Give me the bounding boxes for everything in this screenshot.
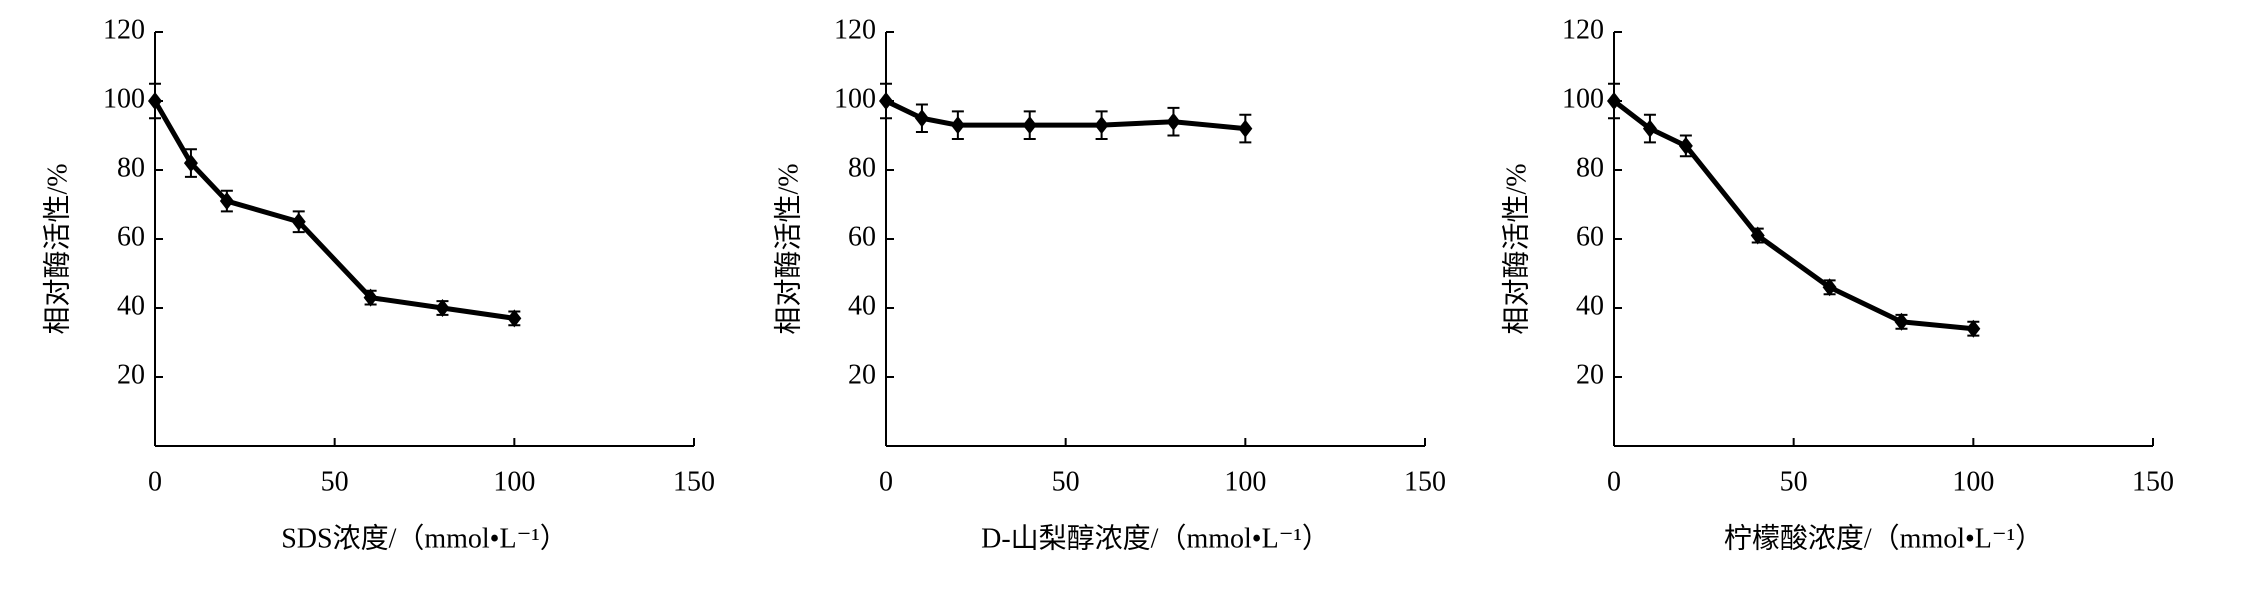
- marker: [879, 92, 893, 110]
- marker: [183, 154, 198, 173]
- marker: [1894, 312, 1909, 331]
- marker: [1238, 119, 1253, 138]
- y-tick-label: 80: [117, 152, 145, 183]
- x-tick-label: 0: [879, 466, 893, 497]
- marker: [219, 192, 234, 211]
- x-axis-label: SDS浓度/（mmol•L⁻¹）: [281, 522, 568, 554]
- y-tick-label: 40: [117, 290, 145, 321]
- y-tick-label: 120: [1562, 14, 1604, 45]
- marker: [1166, 112, 1181, 131]
- line: [1612, 99, 1974, 332]
- x-tick-label: 100: [493, 466, 535, 497]
- line: [152, 99, 515, 321]
- marker: [1022, 116, 1037, 135]
- marker: [507, 309, 522, 328]
- y-axis-label: 相对酶活性/%: [41, 163, 73, 334]
- marker: [950, 116, 965, 135]
- marker: [435, 299, 450, 317]
- y-tick-label: 20: [848, 359, 876, 390]
- marker: [291, 212, 306, 231]
- marker: [1822, 278, 1837, 297]
- x-tick-label: 50: [1780, 466, 1808, 497]
- y-tick-label: 100: [834, 83, 876, 114]
- y-tick-label: 120: [103, 14, 145, 45]
- x-axis-label: 柠檬酸浓度/（mmol•L⁻¹）: [1724, 522, 2043, 554]
- marker: [1966, 319, 1981, 338]
- y-tick-label: 80: [1576, 152, 1604, 183]
- y-axis-label: 相对酶活性/%: [1500, 163, 1532, 334]
- x-tick-label: 100: [1952, 466, 1994, 497]
- marker: [1678, 136, 1693, 155]
- y-tick-label: 60: [117, 221, 145, 252]
- x-tick-label: 150: [2132, 466, 2174, 497]
- y-tick-label: 80: [848, 152, 876, 183]
- marker: [148, 92, 162, 110]
- marker: [1094, 116, 1109, 135]
- x-axis-label: D-山梨醇浓度/（mmol•L⁻¹）: [981, 522, 1330, 554]
- y-tick-label: 100: [1562, 83, 1604, 114]
- x-tick-label: 50: [1052, 466, 1080, 497]
- y-axis-label: 相对酶活性/%: [772, 163, 804, 334]
- y-tick-label: 40: [1576, 290, 1604, 321]
- x-tick-label: 50: [321, 466, 349, 497]
- line: [884, 98, 1246, 132]
- marker: [1607, 92, 1621, 110]
- x-tick-label: 100: [1224, 466, 1266, 497]
- y-tick-label: 100: [103, 83, 145, 114]
- marker: [1642, 119, 1657, 138]
- marker: [914, 109, 929, 128]
- x-tick-label: 150: [673, 466, 715, 497]
- marker: [1750, 226, 1765, 245]
- x-tick-label: 150: [1404, 466, 1446, 497]
- y-tick-label: 120: [834, 14, 876, 45]
- x-tick-label: 0: [148, 466, 162, 497]
- y-tick-label: 20: [117, 359, 145, 390]
- y-tick-label: 20: [1576, 359, 1604, 390]
- marker: [363, 288, 378, 307]
- y-tick-label: 60: [1576, 221, 1604, 252]
- y-tick-label: 60: [848, 221, 876, 252]
- y-tick-label: 40: [848, 290, 876, 321]
- x-tick-label: 0: [1607, 466, 1621, 497]
